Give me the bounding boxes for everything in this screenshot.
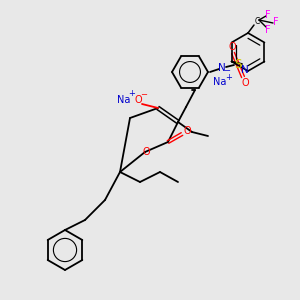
Text: Na: Na <box>213 77 227 87</box>
Text: +: + <box>226 74 232 82</box>
Text: O: O <box>241 78 249 88</box>
Text: C: C <box>254 17 260 26</box>
Text: O: O <box>142 147 150 157</box>
Text: F: F <box>265 10 271 20</box>
Text: −: − <box>224 67 230 76</box>
Text: O: O <box>134 95 142 105</box>
Text: −: − <box>140 91 148 100</box>
Text: Na: Na <box>117 95 131 105</box>
Text: F: F <box>273 17 279 27</box>
Text: O: O <box>183 126 191 136</box>
Text: F: F <box>265 25 271 35</box>
Text: O: O <box>228 42 236 52</box>
Text: +: + <box>129 89 135 98</box>
Text: N: N <box>241 65 249 75</box>
Text: S: S <box>234 58 242 71</box>
Text: N: N <box>218 63 226 73</box>
